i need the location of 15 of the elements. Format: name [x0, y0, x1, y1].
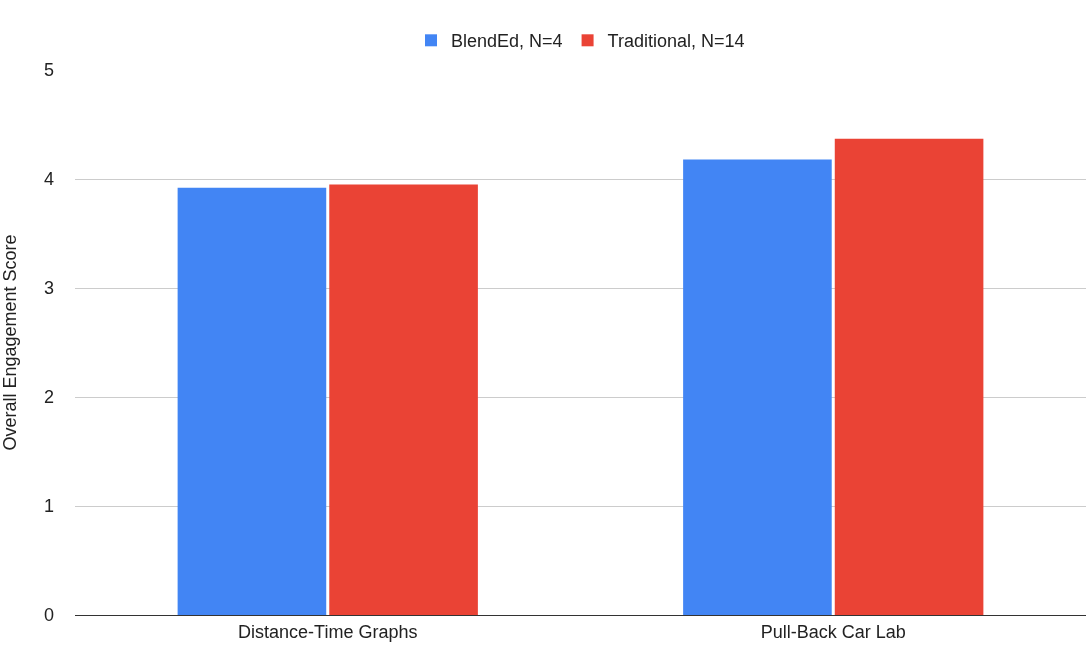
x-tick-label: Distance-Time Graphs: [238, 621, 418, 642]
y-tick-label: 4: [43, 169, 54, 190]
y-axis-title: Overall Engagement Score: [0, 234, 20, 451]
y-tick-label: 5: [43, 60, 54, 81]
bar: [834, 138, 984, 615]
bar: [683, 159, 832, 615]
x-tick-label: Pull-Back Car Lab: [760, 621, 906, 642]
bar: [329, 184, 478, 615]
y-tick-label: 3: [43, 278, 54, 299]
legend-label: Traditional, N=14: [607, 31, 745, 52]
y-tick-label: 2: [43, 387, 54, 408]
legend-label: BlendEd, N=4: [451, 31, 563, 52]
y-tick-label: 1: [43, 496, 54, 517]
bar: [177, 187, 327, 615]
y-tick-label: 0: [43, 605, 54, 626]
